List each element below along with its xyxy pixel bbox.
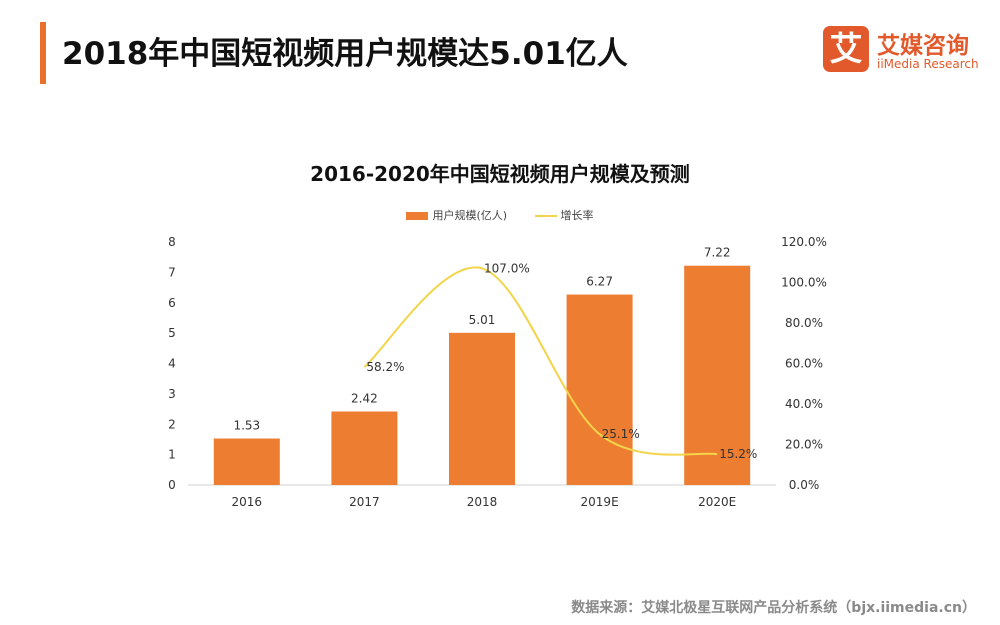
legend-swatch-line bbox=[534, 215, 557, 217]
logo-mark: 艾 bbox=[823, 26, 869, 72]
brand-logo: 艾 艾媒咨询 iiMedia Research bbox=[823, 26, 983, 78]
y-left-tick-label: 8 bbox=[168, 235, 176, 249]
y-right-tick-label: 40.0% bbox=[785, 397, 823, 411]
y-left-tick-label: 1 bbox=[168, 448, 176, 462]
legend-label-bars: 用户规模(亿人) bbox=[432, 209, 508, 222]
growth-rate-label: 107.0% bbox=[484, 261, 530, 275]
growth-rate-label: 15.2% bbox=[719, 447, 757, 461]
growth-rate-label: 58.2% bbox=[366, 360, 404, 374]
bar-2018 bbox=[449, 332, 515, 485]
y-left-tick-label: 4 bbox=[168, 357, 176, 371]
bar-data-label: 2.42 bbox=[351, 391, 378, 405]
growth-rate-label: 25.1% bbox=[602, 427, 640, 441]
x-tick-label: 2017 bbox=[349, 495, 380, 509]
bar-2019E bbox=[566, 294, 633, 485]
title-accent-bar bbox=[40, 22, 46, 84]
bar-data-label: 6.27 bbox=[586, 275, 613, 289]
y-right-tick-label: 120.0% bbox=[781, 235, 827, 249]
y-left-tick-label: 7 bbox=[168, 265, 176, 279]
x-tick-label: 2018 bbox=[467, 495, 498, 509]
legend-swatch-bars bbox=[406, 212, 429, 220]
legend-item-bars: 用户规模(亿人) bbox=[406, 207, 507, 223]
bar-data-label: 5.01 bbox=[469, 313, 496, 327]
growth-rate-line bbox=[363, 266, 718, 456]
y-left-tick-label: 0 bbox=[168, 478, 176, 492]
x-tick-label: 2020E bbox=[698, 495, 736, 509]
y-left-tick-label: 5 bbox=[168, 326, 176, 340]
bar-data-label: 1.53 bbox=[233, 419, 260, 433]
y-right-tick-label: 60.0% bbox=[785, 357, 823, 371]
y-left-tick-label: 3 bbox=[168, 387, 176, 401]
bar-data-label: 7.22 bbox=[704, 246, 731, 260]
bar-2017 bbox=[331, 411, 398, 485]
y-right-tick-label: 100.0% bbox=[781, 276, 827, 290]
page-title: 2018年中国短视频用户规模达5.01亿人 bbox=[62, 36, 628, 72]
y-right-tick-label: 20.0% bbox=[785, 438, 823, 452]
y-left-tick-label: 2 bbox=[168, 417, 176, 431]
logo-name-cn: 艾媒咨询 bbox=[877, 33, 969, 59]
bar-2020E bbox=[684, 265, 751, 485]
logo-name-en: iiMedia Research bbox=[877, 57, 979, 71]
x-tick-label: 2019E bbox=[581, 495, 619, 509]
bar-2016 bbox=[213, 438, 280, 485]
x-tick-label: 2016 bbox=[232, 495, 263, 509]
legend-item-line: 增长率 bbox=[534, 207, 594, 223]
y-right-tick-label: 80.0% bbox=[785, 316, 823, 330]
chart-legend: 用户规模(亿人) 增长率 bbox=[0, 207, 1000, 223]
data-source: 数据来源：艾媒北极星互联网产品分析系统（bjx.iimedia.cn） bbox=[571, 600, 976, 616]
legend-label-line: 增长率 bbox=[560, 209, 594, 222]
y-left-tick-label: 6 bbox=[168, 296, 176, 310]
y-right-tick-label: 0.0% bbox=[789, 478, 820, 492]
chart-title: 2016-2020年中国短视频用户规模及预测 bbox=[310, 162, 690, 186]
